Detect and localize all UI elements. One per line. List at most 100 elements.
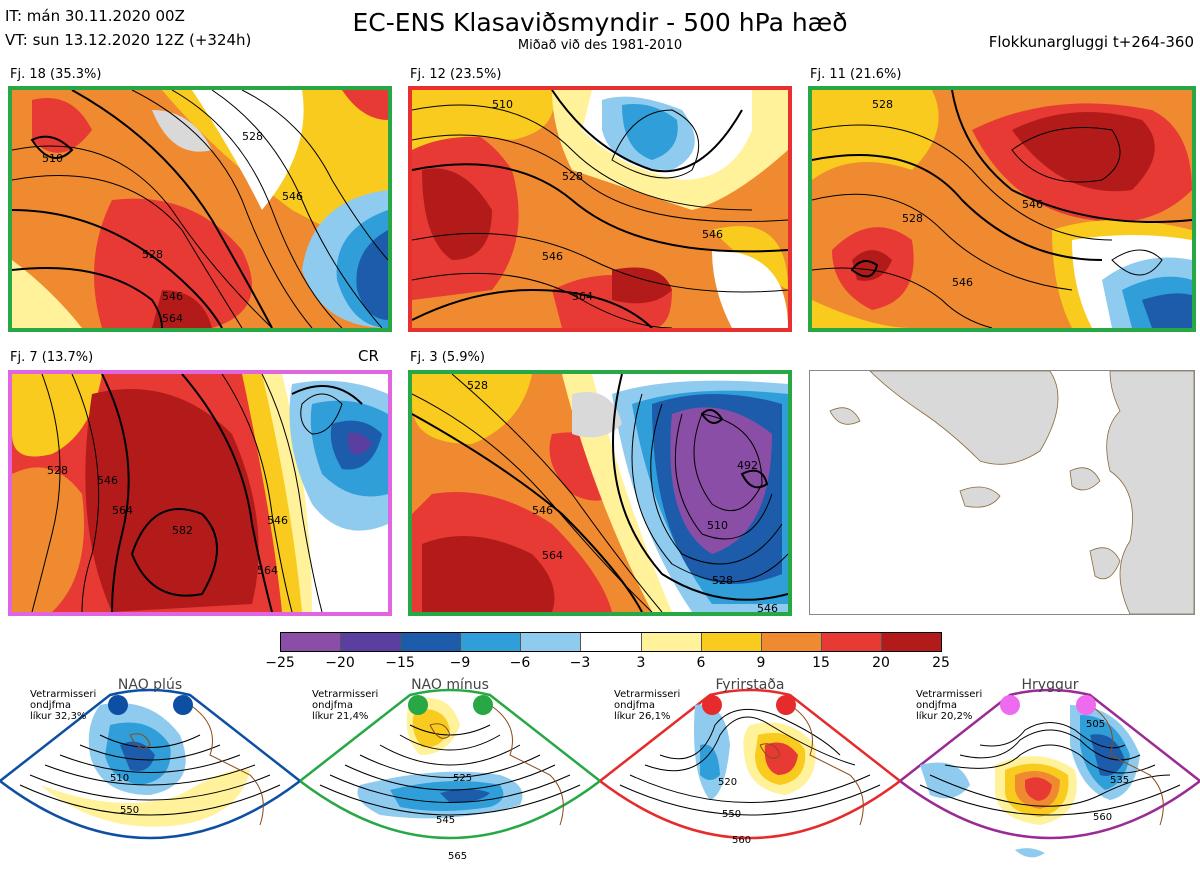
panel-label-2: Fj. 12 (23.5%) xyxy=(410,67,502,82)
cluster-map-4: 528 546 564 582 546 564 xyxy=(8,370,392,616)
contour-label: 510 xyxy=(42,152,63,165)
regime-dot xyxy=(108,695,128,715)
contour-label: 528 xyxy=(142,248,163,261)
colorbar-tick: 6 xyxy=(696,655,706,671)
regime-title: Hryggur xyxy=(1021,677,1079,693)
contour-label: 528 xyxy=(712,574,733,587)
colorbar-tick: −15 xyxy=(385,655,415,671)
contour-label: 520 xyxy=(718,777,737,788)
regime-title: NAO plús xyxy=(117,677,183,693)
window-label: Flokkunargluggi t+264-360 xyxy=(988,33,1194,51)
regime-nao-minus: 525 545 565 NAO mínus Vetrarmisseri ondj… xyxy=(300,675,600,871)
cluster-map-5: 528 546 564 510 492 528 546 xyxy=(408,370,792,616)
regime-dot xyxy=(776,695,796,715)
colorbar-segment xyxy=(401,633,462,651)
page-title: EC-ENS Klasaviðsmyndir - 500 hPa hæð xyxy=(352,8,848,37)
contour-label: 545 xyxy=(436,815,455,826)
colorbar-tick: 9 xyxy=(756,655,766,671)
colorbar-tick: 15 xyxy=(812,655,830,671)
colorbar-tick: −25 xyxy=(265,655,295,671)
regime-info: Vetrarmisseri ondjfma líkur 26,1% xyxy=(614,689,681,722)
colorbar-tick: −20 xyxy=(325,655,355,671)
colorbar-tick: −3 xyxy=(569,655,591,671)
contour-label: 492 xyxy=(737,459,758,472)
regime-dot xyxy=(1076,695,1096,715)
contour-label: 546 xyxy=(97,474,118,487)
contour-label: 510 xyxy=(707,519,728,532)
regime-nao-plus: 510 550 NAO plús Vetrarmisseri ondjfma l… xyxy=(0,675,300,871)
colorbar-tick: 25 xyxy=(932,655,950,671)
panel-label-1: Fj. 18 (35.3%) xyxy=(10,67,102,82)
contour-label: 546 xyxy=(702,228,723,241)
contour-label: 546 xyxy=(542,250,563,263)
cluster-map-3: 528 546 528 546 xyxy=(808,86,1196,332)
regime-dot xyxy=(173,695,193,715)
colorbar-segment xyxy=(581,633,642,651)
contour-label: 564 xyxy=(542,549,563,562)
panel-label-5: Fj. 3 (5.9%) xyxy=(410,350,485,365)
panel-label-4: Fj. 7 (13.7%) xyxy=(10,350,94,365)
contour-label: 528 xyxy=(562,170,583,183)
contour-label: 564 xyxy=(162,312,183,325)
colorbar-tick: 3 xyxy=(636,655,646,671)
contour-label: 528 xyxy=(467,379,488,392)
contour-label: 510 xyxy=(492,98,513,111)
regime-info: Vetrarmisseri ondjfma líkur 21,4% xyxy=(312,689,379,722)
contour-label: 546 xyxy=(267,514,288,527)
contour-label: 528 xyxy=(47,464,68,477)
contour-label: 525 xyxy=(453,773,472,784)
panel-label-3: Fj. 11 (21.6%) xyxy=(810,67,902,82)
colorbar-segment xyxy=(821,633,882,651)
colorbar-tick: −9 xyxy=(449,655,471,671)
regime-dot xyxy=(408,695,428,715)
colorbar-segment xyxy=(281,633,342,651)
regime-ridge: 505 535 560 Hryggur Vetrarmisseri ondjfm… xyxy=(900,675,1200,871)
colorbar xyxy=(280,632,942,652)
cluster-map-1: 510 528 546 564 528 546 xyxy=(8,86,392,332)
cluster-map-2: 510 528 546 564 546 xyxy=(408,86,792,332)
colorbar-segment xyxy=(701,633,762,651)
init-time: IT: mán 30.11.2020 00Z xyxy=(5,7,185,25)
contour-label: 564 xyxy=(257,564,278,577)
regime-title: Fyrirstaða xyxy=(715,677,785,693)
contour-label: 546 xyxy=(757,602,778,612)
valid-time: VT: sun 13.12.2020 12Z (+324h) xyxy=(5,31,252,49)
colorbar-segment xyxy=(761,633,822,651)
contour-label: 550 xyxy=(722,809,741,820)
colorbar-tick: 20 xyxy=(872,655,890,671)
regime-dot xyxy=(1000,695,1020,715)
colorbar-tick: −6 xyxy=(509,655,531,671)
contour-label: 564 xyxy=(112,504,133,517)
colorbar-segment xyxy=(521,633,582,651)
contour-label: 505 xyxy=(1086,719,1105,730)
contour-label: 546 xyxy=(532,504,553,517)
regime-info: Vetrarmisseri ondjfma líkur 20,2% xyxy=(916,689,983,722)
contour-label: 564 xyxy=(572,290,593,303)
contour-label: 565 xyxy=(448,851,467,862)
regime-info: Vetrarmisseri ondjfma líkur 32,3% xyxy=(30,689,97,722)
colorbar-segment xyxy=(881,633,942,651)
contour-label: 560 xyxy=(732,835,751,846)
contour-label: 535 xyxy=(1110,775,1129,786)
contour-label: 546 xyxy=(1022,198,1043,211)
contour-label: 560 xyxy=(1093,812,1112,823)
contour-label: 546 xyxy=(162,290,183,303)
contour-label: 582 xyxy=(172,524,193,537)
regime-dot xyxy=(473,695,493,715)
contour-label: 528 xyxy=(242,130,263,143)
colorbar-segment xyxy=(641,633,702,651)
contour-label: 528 xyxy=(872,98,893,111)
contour-label: 510 xyxy=(110,773,129,784)
contour-label: 546 xyxy=(282,190,303,203)
base-map xyxy=(809,370,1195,615)
colorbar-segment xyxy=(461,633,522,651)
colorbar-segment xyxy=(341,633,402,651)
regime-title: NAO mínus xyxy=(411,677,489,693)
contour-label: 550 xyxy=(120,805,139,816)
contour-label: 546 xyxy=(952,276,973,289)
contour-label: 528 xyxy=(902,212,923,225)
regime-dot xyxy=(702,695,722,715)
page-subtitle: Miðað við des 1981-2010 xyxy=(517,38,683,53)
regime-blocking: 520 550 560 Fyrirstaða Vetrarmisseri ond… xyxy=(600,675,900,871)
panel-tag-cr: CR xyxy=(358,347,379,365)
